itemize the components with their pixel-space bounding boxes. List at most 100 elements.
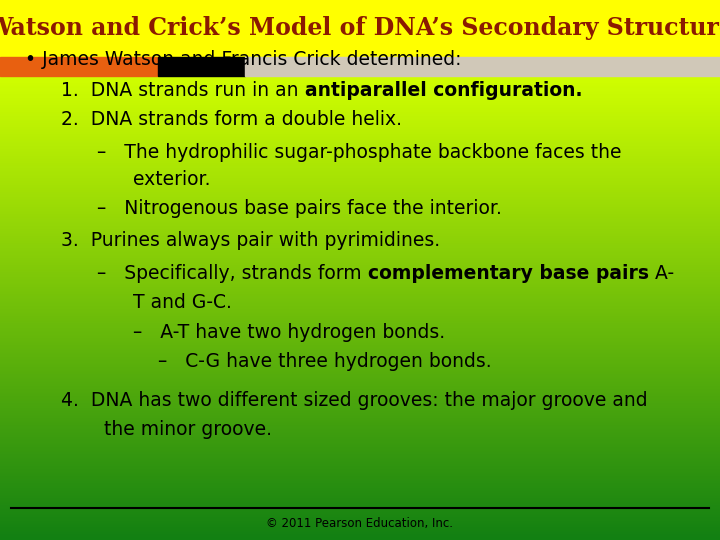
Bar [0, 408, 720, 410]
Bar [0, 488, 720, 490]
Bar [0, 206, 720, 208]
Bar [245, 57, 720, 76]
Bar [0, 276, 720, 279]
Bar [0, 200, 720, 202]
Bar [0, 448, 720, 450]
Bar [0, 477, 720, 480]
Bar [0, 392, 720, 394]
Bar [0, 453, 720, 455]
Bar [0, 177, 720, 179]
Bar [0, 97, 720, 99]
Bar [0, 428, 720, 430]
Bar [0, 195, 720, 198]
Bar [0, 511, 720, 514]
Bar [0, 440, 720, 442]
Bar [0, 76, 720, 78]
Bar [0, 237, 720, 239]
Bar [0, 238, 720, 240]
Bar [0, 478, 720, 481]
Bar [0, 240, 720, 243]
Bar [0, 438, 720, 440]
Bar [0, 144, 720, 146]
Bar [0, 139, 720, 142]
Bar [0, 211, 720, 213]
Bar [0, 220, 720, 222]
Bar [0, 353, 720, 355]
Bar [0, 300, 720, 302]
Bar [0, 257, 720, 259]
Bar [0, 247, 720, 249]
Bar [0, 536, 720, 538]
Bar [0, 430, 720, 432]
Bar [0, 156, 720, 158]
Bar [0, 184, 720, 186]
Bar [0, 534, 720, 537]
Bar [0, 127, 720, 129]
Bar [0, 239, 720, 241]
Bar [0, 531, 720, 533]
Bar [0, 508, 720, 510]
Bar [0, 213, 720, 215]
Bar [0, 119, 720, 121]
Bar [0, 262, 720, 265]
Bar [0, 236, 720, 238]
Bar [0, 294, 720, 296]
Bar [0, 460, 720, 462]
Bar [0, 461, 720, 463]
Bar [0, 344, 720, 346]
Bar [0, 345, 720, 347]
Bar [0, 414, 720, 416]
Text: –   C-G have three hydrogen bonds.: – C-G have three hydrogen bonds. [158, 352, 492, 372]
Bar [0, 361, 720, 363]
Bar [0, 424, 720, 426]
Bar [0, 191, 720, 193]
Bar [0, 193, 720, 195]
Bar [0, 420, 720, 422]
Bar [0, 253, 720, 255]
Bar [0, 160, 720, 163]
Bar [0, 137, 720, 139]
Bar [0, 383, 720, 386]
Bar [0, 399, 720, 401]
Bar [0, 286, 720, 288]
Bar [0, 373, 720, 375]
Bar [0, 400, 720, 402]
Bar [0, 530, 720, 532]
Bar [0, 293, 720, 295]
Bar [0, 384, 720, 387]
Bar [0, 279, 720, 281]
Bar [158, 57, 245, 76]
Bar [0, 413, 720, 415]
Bar [0, 388, 720, 390]
Bar [0, 167, 720, 170]
Bar [0, 500, 720, 502]
Bar [0, 336, 720, 338]
Bar [0, 165, 720, 167]
Bar [0, 533, 720, 535]
Bar [0, 381, 720, 383]
Bar [0, 93, 720, 96]
Text: 4.  DNA has two different sized grooves: the major groove and: 4. DNA has two different sized grooves: … [61, 391, 648, 410]
Bar [0, 255, 720, 258]
Bar [0, 494, 720, 496]
Text: the minor groove.: the minor groove. [104, 420, 272, 439]
Bar [0, 512, 720, 515]
Bar [0, 264, 720, 266]
Bar [0, 339, 720, 341]
Bar [0, 330, 720, 332]
Bar [0, 305, 720, 307]
Bar [0, 198, 720, 200]
Bar [0, 335, 720, 337]
Bar [0, 154, 720, 157]
Bar [0, 389, 720, 392]
Bar [0, 171, 720, 173]
Bar [0, 410, 720, 413]
Bar [0, 491, 720, 494]
Bar [0, 273, 720, 275]
Bar [0, 492, 720, 495]
Bar [0, 406, 720, 408]
Bar [0, 121, 720, 123]
Bar [0, 250, 720, 252]
Bar [0, 295, 720, 298]
Bar [0, 484, 720, 487]
